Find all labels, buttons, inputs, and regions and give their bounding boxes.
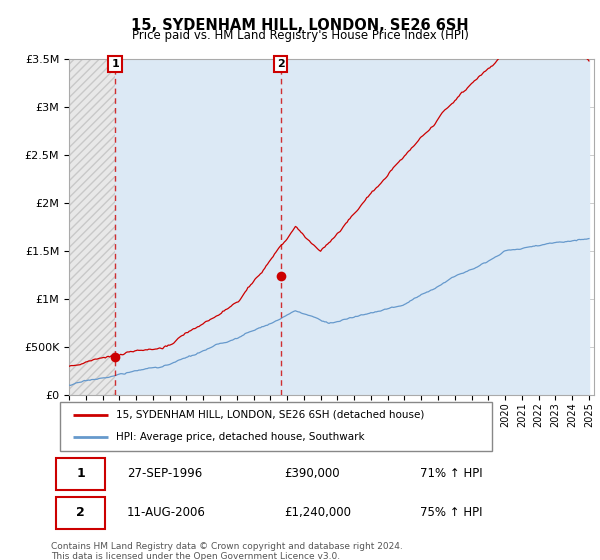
Text: 71% ↑ HPI: 71% ↑ HPI [420, 467, 483, 480]
Text: 27-SEP-1996: 27-SEP-1996 [127, 467, 202, 480]
Bar [69, 59, 115, 395]
Text: 2: 2 [277, 59, 284, 69]
Text: 15, SYDENHAM HILL, LONDON, SE26 6SH: 15, SYDENHAM HILL, LONDON, SE26 6SH [131, 18, 469, 33]
Text: 1: 1 [111, 59, 119, 69]
Text: 11-AUG-2006: 11-AUG-2006 [127, 506, 206, 520]
FancyBboxPatch shape [60, 402, 492, 451]
FancyBboxPatch shape [56, 458, 106, 490]
Bar [69, 59, 115, 395]
FancyBboxPatch shape [56, 497, 106, 529]
Text: 1: 1 [76, 467, 85, 480]
Text: Price paid vs. HM Land Registry's House Price Index (HPI): Price paid vs. HM Land Registry's House … [131, 29, 469, 41]
Text: £390,000: £390,000 [284, 467, 340, 480]
Text: 2: 2 [76, 506, 85, 520]
Bar [115, 59, 281, 395]
Text: 75% ↑ HPI: 75% ↑ HPI [420, 506, 483, 520]
Text: Contains HM Land Registry data © Crown copyright and database right 2024.
This d: Contains HM Land Registry data © Crown c… [51, 542, 403, 560]
Text: HPI: Average price, detached house, Southwark: HPI: Average price, detached house, Sout… [116, 432, 365, 442]
Text: £1,240,000: £1,240,000 [284, 506, 352, 520]
Text: 15, SYDENHAM HILL, LONDON, SE26 6SH (detached house): 15, SYDENHAM HILL, LONDON, SE26 6SH (det… [116, 410, 425, 420]
Bar [281, 59, 589, 395]
